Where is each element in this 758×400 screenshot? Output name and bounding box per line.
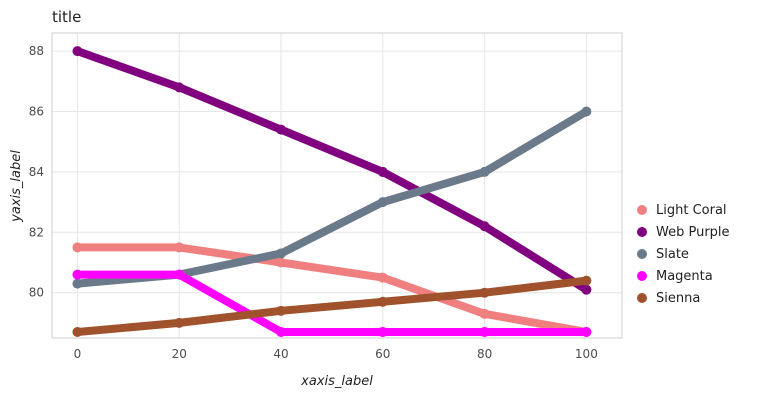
data-point-light-coral [174, 242, 185, 253]
y-tick-label: 88 [29, 44, 44, 58]
data-point-sienna [72, 326, 83, 337]
data-point-sienna [479, 287, 490, 298]
data-point-light-coral [276, 257, 287, 268]
x-tick-label: 0 [74, 347, 82, 361]
legend-label-web-purple: Web Purple [656, 225, 730, 240]
data-point-web-purple [581, 284, 592, 295]
data-point-magenta [479, 326, 490, 337]
x-tick-label: 40 [273, 347, 288, 361]
y-tick-label: 82 [29, 225, 44, 239]
x-tick-label: 80 [477, 347, 492, 361]
legend-marker-light-coral [637, 205, 647, 215]
legend-marker-slate [637, 249, 647, 259]
data-point-slate [377, 197, 388, 208]
data-point-web-purple [276, 124, 287, 135]
data-point-magenta [377, 326, 388, 337]
y-axis-label: yaxis_label [9, 150, 24, 223]
data-point-magenta [581, 326, 592, 337]
data-point-slate [479, 166, 490, 177]
data-point-web-purple [174, 82, 185, 93]
data-point-sienna [276, 305, 287, 316]
series-line-web-purple [73, 47, 591, 294]
legend-label-magenta: Magenta [656, 269, 713, 284]
legend-label-light-coral: Light Coral [656, 203, 727, 218]
x-tick-label: 60 [375, 347, 390, 361]
data-point-magenta [72, 269, 83, 280]
y-tick-label: 80 [29, 286, 44, 300]
legend-marker-magenta [637, 271, 647, 281]
data-point-magenta [174, 269, 185, 280]
series-line-magenta [73, 270, 591, 336]
series [72, 46, 592, 337]
x-axis-label: xaxis_label [300, 374, 373, 389]
series-sienna [72, 275, 592, 337]
data-point-sienna [174, 317, 185, 328]
data-point-slate [276, 248, 287, 259]
data-point-magenta [276, 326, 287, 337]
data-point-slate [72, 278, 83, 289]
ticks: 80 82 84 86 88 0 20 40 60 80 100 [29, 44, 598, 361]
y-tick-label: 86 [29, 105, 44, 119]
series-line-slate [73, 107, 591, 288]
data-point-sienna [377, 296, 388, 307]
grid [52, 33, 622, 338]
legend-marker-sienna [637, 293, 647, 303]
legend-label-slate: Slate [656, 247, 689, 262]
x-tick-label: 100 [575, 347, 598, 361]
series-slate [72, 106, 592, 289]
x-tick-label: 20 [172, 347, 187, 361]
legend: Light Coral Web Purple Slate Magenta Sienna [637, 203, 730, 306]
chart-title: title [52, 8, 81, 26]
legend-marker-web-purple [637, 227, 647, 237]
legend-label-sienna: Sienna [656, 291, 700, 306]
series-magenta [72, 269, 592, 337]
series-line-light-coral [73, 243, 591, 336]
data-point-slate [581, 106, 592, 117]
data-point-web-purple [72, 46, 83, 57]
data-point-light-coral [479, 308, 490, 319]
plot-frame [51, 32, 623, 339]
series-web-purple [72, 46, 592, 295]
data-point-sienna [581, 275, 592, 286]
y-tick-label: 84 [29, 165, 44, 179]
series-line-sienna [73, 276, 591, 336]
data-point-light-coral [72, 242, 83, 253]
data-point-light-coral [377, 272, 388, 283]
data-point-web-purple [479, 221, 490, 232]
data-point-web-purple [377, 166, 388, 177]
